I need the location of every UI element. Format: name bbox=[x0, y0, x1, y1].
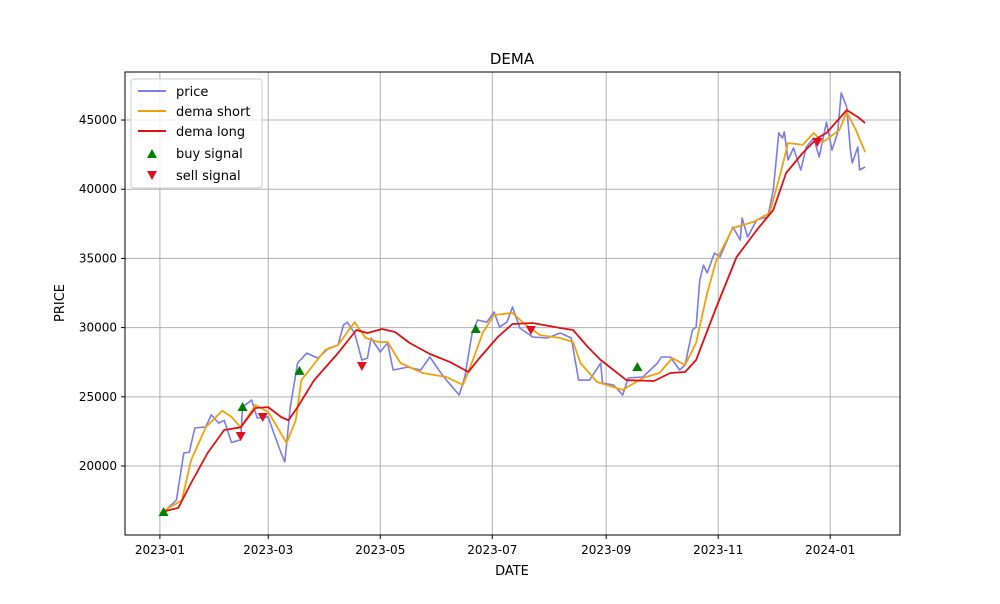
legend: price dema short dema long buy signal se… bbox=[130, 78, 263, 189]
buy-signal-marker bbox=[470, 323, 481, 333]
buy-signal-marker bbox=[158, 506, 169, 516]
x-tick-label: 2023-09 bbox=[581, 543, 631, 557]
legend-box bbox=[130, 78, 263, 189]
axes-frame bbox=[124, 71, 901, 536]
y-tick-label: 30000 bbox=[79, 321, 117, 335]
buy-signal-marker bbox=[237, 402, 248, 412]
sell-signal-marker bbox=[812, 138, 823, 148]
sell-signal-marker bbox=[257, 413, 268, 423]
plot-lines bbox=[161, 92, 866, 513]
sell-signal-marker bbox=[356, 361, 367, 371]
series-line-price bbox=[163, 92, 866, 513]
chart-title: DEMA bbox=[490, 50, 535, 68]
x-tick-label: 2023-07 bbox=[467, 543, 517, 557]
x-axis-ticks: 2023-01 2023-03 2023-05 2023-07 2023-09 2023-… bbox=[135, 535, 855, 557]
series-line-dema-short bbox=[161, 111, 866, 513]
x-tick-label: 2023-01 bbox=[135, 543, 185, 557]
series-line-dema-long bbox=[161, 109, 866, 513]
buy-signal-marker bbox=[294, 365, 305, 375]
x-tick-label: 2023-11 bbox=[693, 543, 743, 557]
buy-signal-marker bbox=[632, 362, 643, 372]
x-tick-label: 2024-01 bbox=[805, 543, 855, 557]
x-tick-label: 2023-03 bbox=[243, 543, 293, 557]
legend-dema-long-label: dema long bbox=[176, 125, 245, 140]
signal-markers bbox=[158, 138, 823, 516]
y-tick-label: 45000 bbox=[79, 113, 117, 127]
legend-dema-short-label: dema short bbox=[176, 105, 250, 120]
legend-sell-marker-icon bbox=[147, 171, 157, 180]
sell-signal-marker bbox=[235, 431, 246, 441]
x-axis-label: DATE bbox=[495, 564, 529, 579]
y-tick-label: 40000 bbox=[79, 182, 117, 196]
y-tick-label: 25000 bbox=[79, 390, 117, 404]
x-tick-label: 2023-05 bbox=[355, 543, 405, 557]
y-tick-label: 20000 bbox=[79, 459, 117, 473]
y-tick-label: 35000 bbox=[79, 251, 117, 265]
sell-signal-marker bbox=[525, 325, 536, 335]
y-axis-ticks: 20000 25000 30000 35000 40000 45000 bbox=[79, 113, 125, 473]
y-axis-label: PRICE bbox=[53, 284, 68, 322]
legend-buy-label: buy signal bbox=[176, 147, 243, 162]
legend-sell-label: sell signal bbox=[176, 169, 241, 184]
legend-buy-marker-icon bbox=[147, 149, 157, 158]
legend-price-label: price bbox=[176, 85, 208, 100]
grid bbox=[125, 72, 900, 535]
